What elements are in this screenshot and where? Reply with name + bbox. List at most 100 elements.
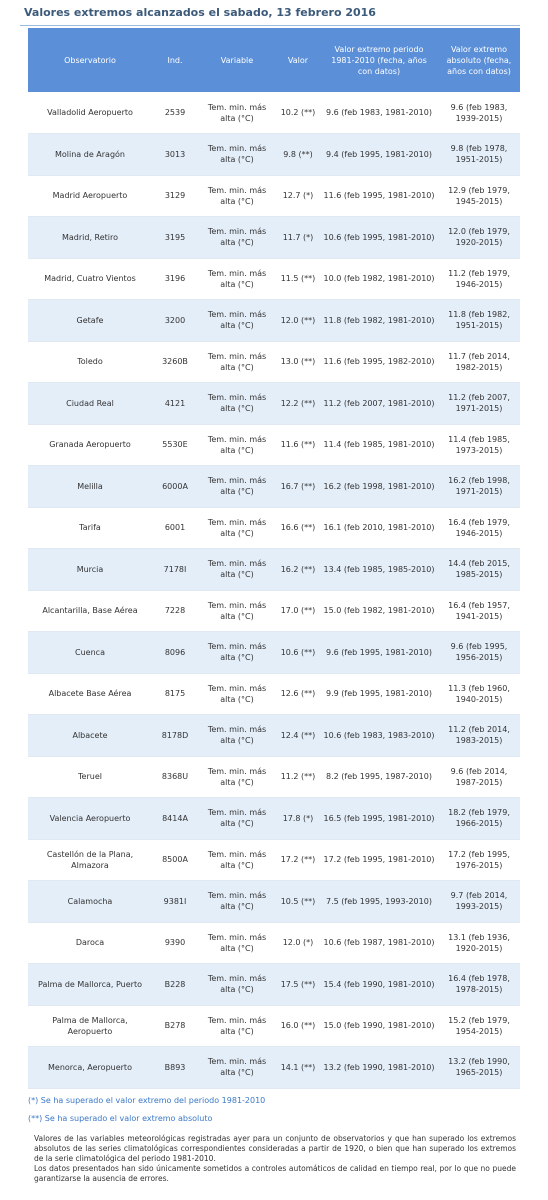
table-cell: 3013: [152, 133, 198, 176]
table-cell: 16.2 (feb 1998, 1981-2010): [320, 465, 438, 508]
table-cell: Tem. min. más alta (°C): [198, 631, 276, 674]
table-cell: 3196: [152, 258, 198, 300]
header-cell: Variable: [198, 28, 276, 92]
table-cell: Tem. min. más alta (°C): [198, 299, 276, 342]
table-cell: 12.6 (**): [276, 673, 320, 715]
header-cell: Ind.: [152, 28, 198, 92]
table-cell: Tem. min. más alta (°C): [198, 175, 276, 217]
table-row: Teruel 8368U Tem. min. más alta (°C) 11.2 (…: [28, 756, 520, 798]
table-cell: 3260B: [152, 341, 198, 383]
footer: Valores de las variables meteorológicas …: [34, 1134, 516, 1184]
table-cell: 6001: [152, 507, 198, 549]
table-cell: 10.2 (**): [276, 92, 320, 134]
table-cell: 10.6 (feb 1987, 1981-2010): [320, 922, 438, 964]
table-cell: 11.7 (feb 2014, 1982-2015): [438, 341, 520, 383]
table-cell: 9.7 (feb 2014, 1993-2015): [438, 880, 520, 923]
table-row: Melilla 6000A Tem. min. más alta (°C) 16.7 …: [28, 465, 520, 508]
table-cell: 11.7 (*): [276, 216, 320, 259]
table-row: Getafe 3200 Tem. min. más alta (°C) 12.0 (*…: [28, 299, 520, 342]
table-cell: 17.5 (**): [276, 963, 320, 1006]
table-cell: 17.0 (**): [276, 590, 320, 632]
table-row: Palma de Mallorca, Puerto B228 Tem. min. m…: [28, 963, 520, 1006]
table-cell: 16.4 (feb 1979, 1946-2015): [438, 507, 520, 549]
table-cell: 15.0 (feb 1990, 1981-2010): [320, 1005, 438, 1047]
table-cell: 9.6 (feb 1995, 1981-2010): [320, 631, 438, 674]
footer-text: Valores de las variables meteorológicas …: [34, 1134, 516, 1163]
table-cell: 12.0 (feb 1979, 1920-2015): [438, 216, 520, 259]
table-cell: Tem. min. más alta (°C): [198, 880, 276, 923]
table-row: Palma de Mallorca, Aeropuerto B278 Tem. mi…: [28, 1005, 520, 1047]
table-cell: Daroca: [28, 922, 152, 964]
table-row: Cuenca 8096 Tem. min. más alta (°C) 10.6 (*…: [28, 631, 520, 674]
table-cell: 12.9 (feb 1979, 1945-2015): [438, 175, 520, 217]
table-cell: Tem. min. más alta (°C): [198, 548, 276, 591]
table-cell: 17.2 (feb 1995, 1981-2010): [320, 839, 438, 881]
table-cell: Tem. min. más alta (°C): [198, 1046, 276, 1089]
table-row: Daroca 9390 Tem. min. más alta (°C) 12.0 (*…: [28, 922, 520, 964]
table-cell: 9.9 (feb 1995, 1981-2010): [320, 673, 438, 715]
table-row: Valencia Aeropuerto 8414A Tem. min. más al…: [28, 797, 520, 840]
table-cell: 8500A: [152, 839, 198, 881]
table-cell: Tem. min. más alta (°C): [198, 714, 276, 757]
table-cell: 4121: [152, 382, 198, 425]
table-cell: 10.6 (feb 1995, 1981-2010): [320, 216, 438, 259]
table: Observatorio Ind. Variable Valor Valor extre…: [28, 28, 520, 1089]
table-cell: 10.5 (**): [276, 880, 320, 923]
table-cell: Tem. min. más alta (°C): [198, 382, 276, 425]
table-cell: 7228: [152, 590, 198, 632]
table-cell: Calamocha: [28, 880, 152, 923]
table-cell: Albacete Base Aérea: [28, 673, 152, 715]
table-cell: 9.8 (**): [276, 133, 320, 176]
table-cell: 12.0 (**): [276, 299, 320, 342]
table-cell: Tem. min. más alta (°C): [198, 756, 276, 798]
table-cell: 8178D: [152, 714, 198, 757]
table-cell: 9.8 (feb 1978, 1951-2015): [438, 133, 520, 176]
table-cell: Teruel: [28, 756, 152, 798]
table-cell: 16.2 (feb 1998, 1971-2015): [438, 465, 520, 508]
table-cell: 16.5 (feb 1995, 1981-2010): [320, 797, 438, 840]
table-cell: Castellón de la Plana, Almazora: [28, 839, 152, 881]
table-cell: 3200: [152, 299, 198, 342]
table-row: Madrid, Cuatro Vientos 3196 Tem. min. más …: [28, 258, 520, 300]
table-cell: 9390: [152, 922, 198, 964]
table-cell: Tarifa: [28, 507, 152, 549]
table-cell: Palma de Mallorca, Aeropuerto: [28, 1005, 152, 1047]
table-row: Granada Aeropuerto 5530E Tem. min. más alt…: [28, 424, 520, 466]
table-cell: Palma de Mallorca, Puerto: [28, 963, 152, 1006]
table-cell: 11.5 (**): [276, 258, 320, 300]
table-cell: 11.6 (**): [276, 424, 320, 466]
table-cell: 11.6 (feb 1995, 1981-2010): [320, 175, 438, 217]
table-cell: Tem. min. más alta (°C): [198, 216, 276, 259]
table-cell: 12.4 (**): [276, 714, 320, 757]
table-cell: 13.0 (**): [276, 341, 320, 383]
table-cell: Tem. min. más alta (°C): [198, 839, 276, 881]
table-cell: Molina de Aragón: [28, 133, 152, 176]
table-cell: Getafe: [28, 299, 152, 342]
table-row: Madrid, Retiro 3195 Tem. min. más alta (°C…: [28, 216, 520, 259]
table-body: Valladolid Aeropuerto 2539 Tem. min. más a…: [28, 92, 520, 1089]
table-cell: 8.2 (feb 1995, 1987-2010): [320, 756, 438, 798]
table-cell: 11.6 (feb 1995, 1982-2010): [320, 341, 438, 383]
table-row: Madrid Aeropuerto 3129 Tem. min. más alta …: [28, 175, 520, 217]
table-row: Murcia 7178I Tem. min. más alta (°C) 16.2 (…: [28, 548, 520, 591]
table-cell: 9.6 (feb 1995, 1956-2015): [438, 631, 520, 674]
table-cell: 17.2 (**): [276, 839, 320, 881]
table-cell: Tem. min. más alta (°C): [198, 590, 276, 632]
table-cell: Tem. min. más alta (°C): [198, 424, 276, 466]
table-row: Menorca, Aeropuerto B893 Tem. min. más alt…: [28, 1046, 520, 1089]
table-cell: 16.0 (**): [276, 1005, 320, 1047]
table-row: Ciudad Real 4121 Tem. min. más alta (°C) 12…: [28, 382, 520, 425]
table-cell: 5530E: [152, 424, 198, 466]
table-cell: 11.2 (feb 2007, 1981-2010): [320, 382, 438, 425]
table-cell: 16.4 (feb 1957, 1941-2015): [438, 590, 520, 632]
header-cell: Observatorio: [28, 28, 152, 92]
table-cell: 15.0 (feb 1982, 1981-2010): [320, 590, 438, 632]
table-cell: B228: [152, 963, 198, 1006]
table-cell: Melilla: [28, 465, 152, 508]
table-row: Valladolid Aeropuerto 2539 Tem. min. más a…: [28, 92, 520, 134]
title: Valores extremos alcanzados el sabado, 1…: [20, 4, 520, 26]
table-cell: 11.2 (feb 1979, 1946-2015): [438, 258, 520, 300]
table-cell: Menorca, Aeropuerto: [28, 1046, 152, 1089]
table-cell: 11.8 (feb 1982, 1981-2010): [320, 299, 438, 342]
table-cell: Alcantarilla, Base Aérea: [28, 590, 152, 632]
